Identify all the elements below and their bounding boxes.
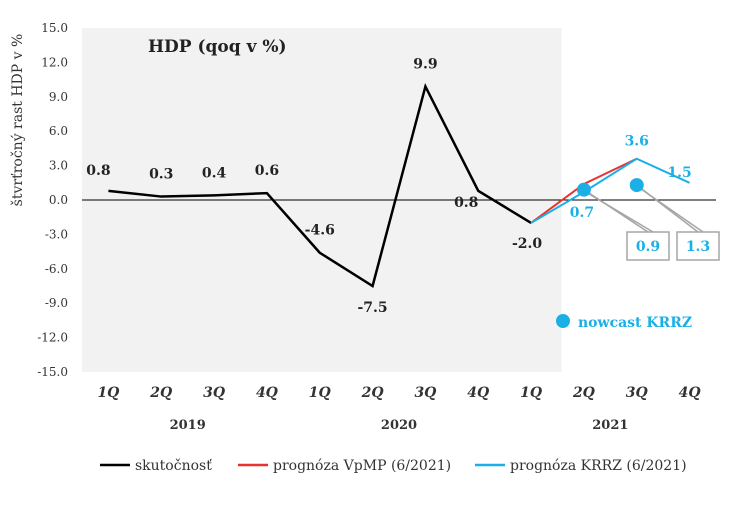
data-label: -7.5 [357,300,387,316]
y-tick-label: -3.0 [45,227,68,241]
y-tick-label: 6.0 [49,124,68,138]
data-label: 0.7 [570,205,594,221]
y-tick-label: 0.0 [49,193,68,207]
year-label: 2019 [170,418,206,433]
nowcast-callout-line [639,187,704,233]
series-line-0 [108,82,532,288]
data-label: 3.6 [625,134,649,150]
series-line-2 [530,157,690,224]
y-tick-label: 15.0 [41,21,68,35]
data-label: 0.6 [255,163,279,179]
x-tick-label: 1Q [309,385,331,401]
x-tick-label: 3Q [203,385,225,401]
x-tick-label: 4Q [679,385,701,401]
data-label: 0.3 [149,167,173,183]
nowcast-point [629,178,644,193]
nowcast-callout-line [586,192,654,233]
y-tick-label: 3.0 [49,159,68,173]
data-label: -4.6 [305,223,335,239]
y-tick-label: 12.0 [41,55,68,69]
x-tick-label: 2Q [149,385,172,401]
x-tick-label: 3Q [414,385,436,401]
y-tick-label: -9.0 [45,296,68,310]
nowcast-callout-box [676,231,720,261]
x-tick-label: 4Q [467,385,489,401]
data-label: 9.9 [413,56,437,72]
nowcast-legend-label: nowcast KRRZ [578,315,692,331]
data-label: 1.5 [667,165,691,181]
y-axis-label: štvrťročný rast HDP v % [9,34,26,207]
x-tick-label: 2Q [361,385,384,401]
data-label: 0.8 [454,195,478,211]
nowcast-callout-label: 1.3 [686,239,710,255]
nowcast-callout-label: 0.9 [636,239,660,255]
year-label: 2020 [381,418,417,433]
nowcast-point [576,182,591,197]
chart-title: HDP (qoq v %) [148,37,287,57]
legend: skutočnosť prognóza VpMP (6/2021) prognóza… [100,458,687,474]
x-tick-label: 3Q [626,385,648,401]
legend-label-0: skutočnosť [135,458,212,474]
legend-label-1: prognóza VpMP (6/2021) [273,458,451,474]
y-axis-ticks: 15.0 12.0 9.0 6.0 3.0 0.0 -3.0 -6.0 -9.0 -12.0 -15… [37,21,68,379]
x-axis-ticks: 1Q 2Q 3Q 4Q 1Q 2Q 3Q 4Q 1Q 2Q 3Q 4Q 2019 2020 2021 [97,385,700,433]
x-tick-label: 2Q [572,385,595,401]
nowcast-legend-marker [556,314,570,328]
x-tick-label: 4Q [256,385,278,401]
y-tick-label: 9.0 [49,90,68,104]
data-label: 0.8 [86,163,110,179]
data-label: 0.4 [202,165,227,181]
year-label: 2021 [592,418,628,433]
x-tick-label: 1Q [520,385,542,401]
y-tick-label: -15.0 [37,365,68,379]
nowcast-callout-box [626,231,670,261]
data-label: -2.0 [512,236,542,252]
legend-label-2: prognóza KRRZ (6/2021) [510,458,687,474]
data-labels-layer: 0.8 0.3 0.4 0.6 -4.6 -7.5 9.9 0.8 -2.0 0.7 3.6 1.5 0… [86,56,720,331]
y-tick-label: -12.0 [37,331,68,345]
x-tick-label: 1Q [97,385,119,401]
y-tick-label: -6.0 [45,262,68,276]
